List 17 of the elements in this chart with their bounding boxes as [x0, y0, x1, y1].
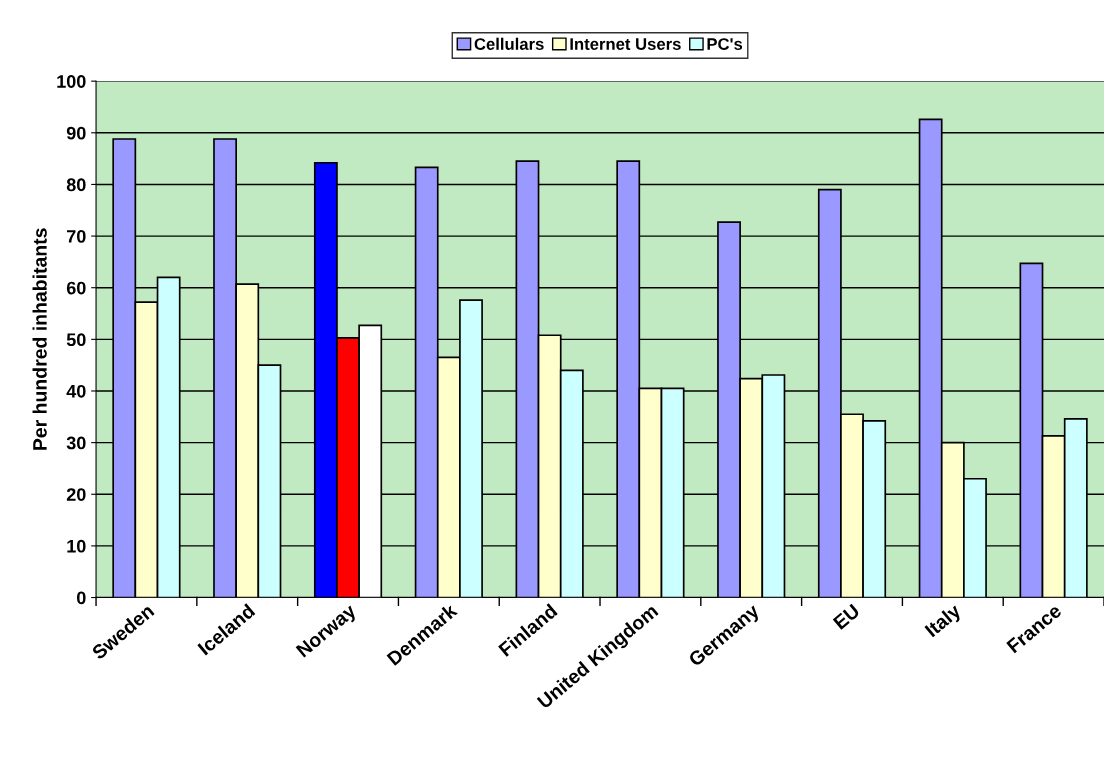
y-tick-label: 60: [66, 281, 86, 295]
y-axis-title: Per hundred inhabitants: [32, 228, 47, 450]
x-tick-label: EU: [832, 603, 861, 630]
y-tick-label: 0: [77, 591, 86, 605]
y-tick-label: 50: [66, 333, 86, 347]
y-tick-label: 20: [66, 488, 86, 501]
y-tick-label: 70: [67, 230, 86, 243]
y-tick-label: 100: [57, 75, 86, 88]
y-tick-label: 10: [67, 539, 86, 553]
y-tick-label: 30: [66, 436, 86, 450]
y-tick-label: 40: [66, 384, 86, 398]
y-tick-label: 90: [66, 126, 86, 140]
y-tick-label: 80: [66, 178, 86, 192]
legend-label: Internet Users: [570, 38, 681, 50]
legend-label: PC's: [707, 38, 743, 50]
x-tick-label: Italy: [924, 602, 965, 641]
legend-label: Cellulars: [474, 37, 544, 50]
